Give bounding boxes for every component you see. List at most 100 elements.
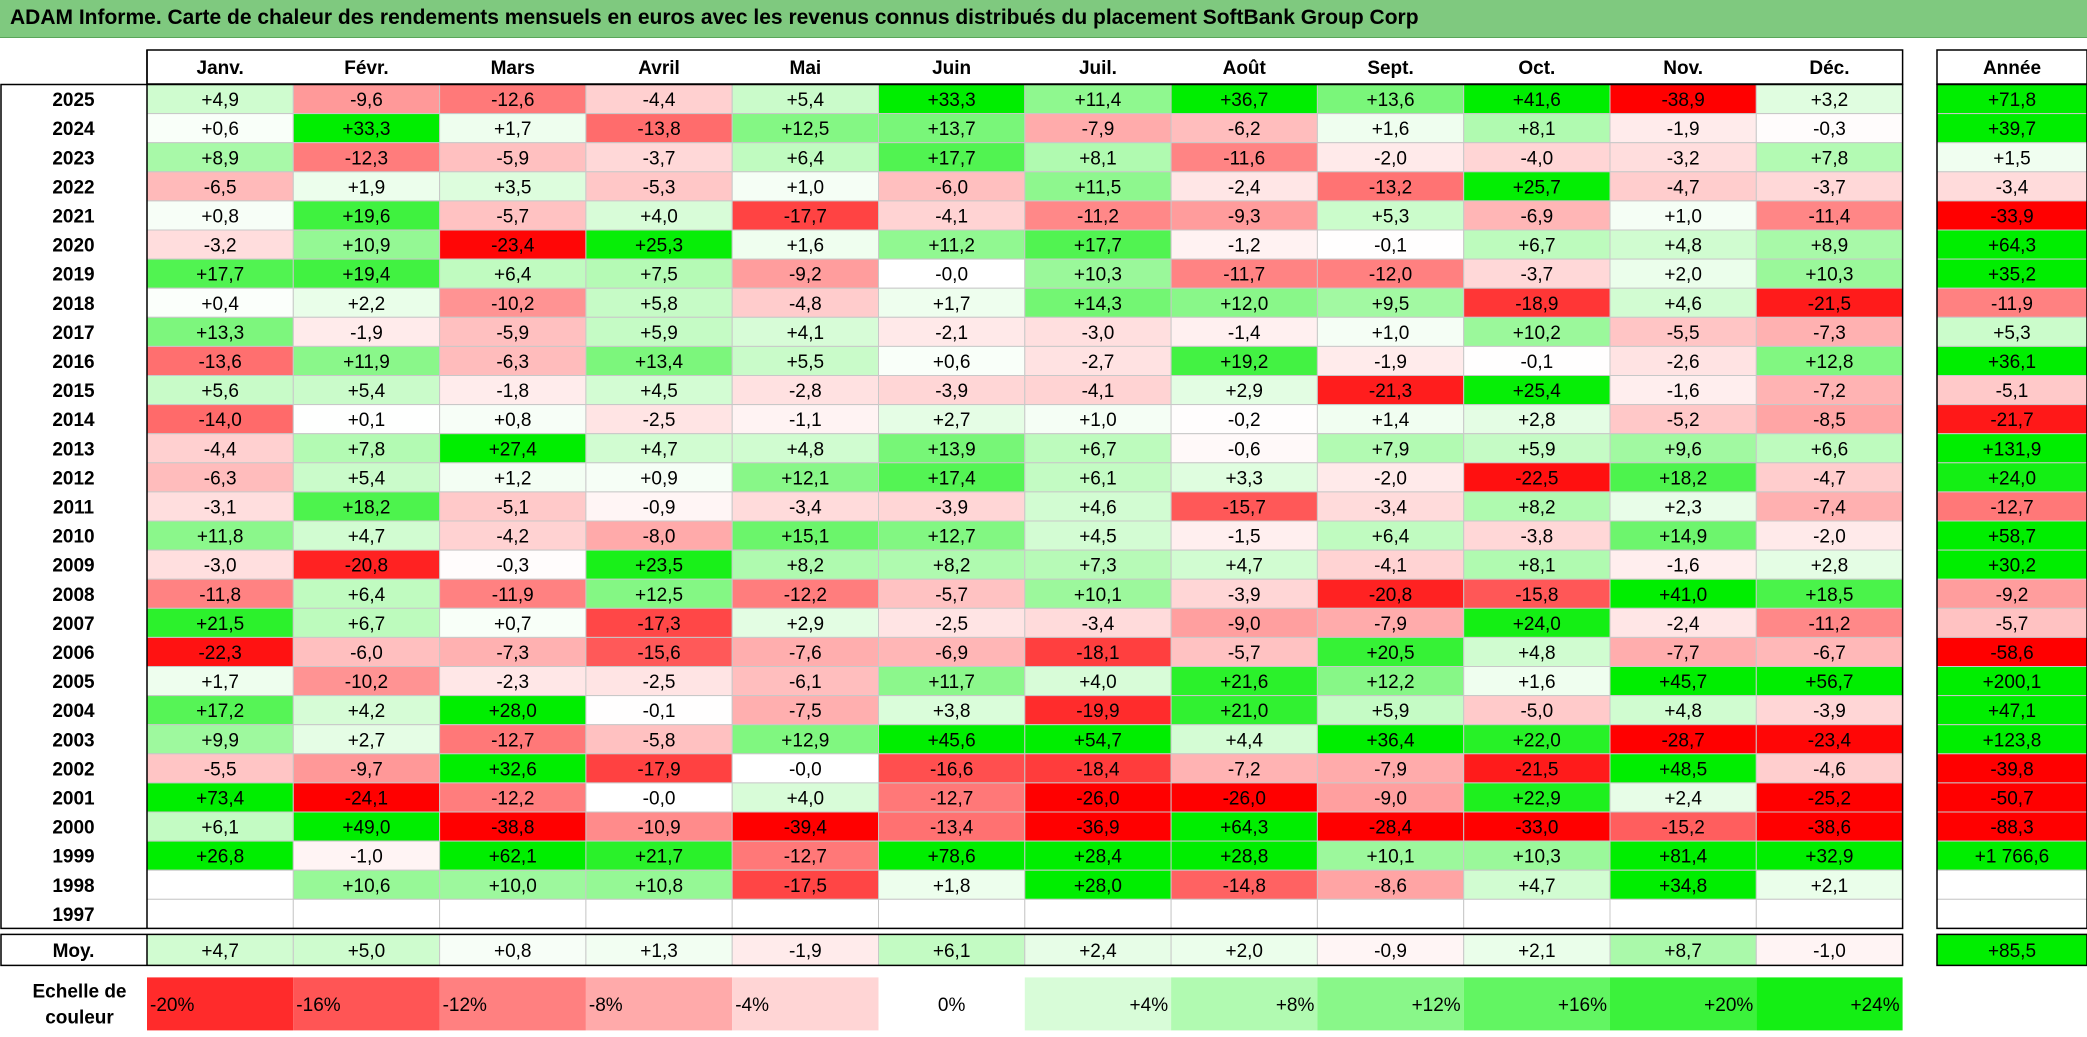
year-label: 2001: [52, 788, 95, 809]
cell-value: -18,9: [1515, 294, 1558, 315]
heatmap-cell: [585, 404, 733, 435]
heatmap-cell: [1316, 898, 1465, 929]
scale-swatch: [293, 977, 440, 1031]
heatmap-cell: [585, 724, 733, 755]
cell-value: +49,0: [342, 818, 390, 839]
cell-value: -13,6: [198, 352, 241, 373]
cell-value: +4,6: [1079, 497, 1117, 518]
cell-value: -14,0: [198, 410, 241, 431]
cell-value: -3,4: [1374, 497, 1407, 518]
heatmap-cell: [1316, 200, 1465, 231]
heatmap-cell: [1755, 345, 1904, 376]
cell-value: +12,5: [635, 585, 683, 606]
cell-value: -11,7: [1223, 265, 1265, 286]
cell-value: +11,5: [1075, 177, 1122, 198]
month-header: Janv.: [197, 58, 244, 79]
heatmap-cell: [1170, 491, 1318, 522]
heatmap-cell: [439, 666, 587, 697]
heatmap-cell: [585, 666, 733, 697]
heatmap-cell: [1170, 113, 1318, 144]
heatmap-cell: [1170, 898, 1318, 929]
cell-value: +10,0: [489, 876, 537, 897]
cell-value: -4,4: [643, 90, 676, 111]
cell-value: -22,3: [198, 643, 241, 664]
heatmap-cell: [731, 695, 880, 726]
heatmap-cell: [146, 636, 294, 668]
cell-value: +48,5: [1659, 759, 1707, 780]
cell-value: +5,3: [1372, 206, 1410, 227]
cell-value: -7,9: [1374, 759, 1407, 780]
cell-value: +10,8: [635, 876, 683, 897]
cell-value: -3,9: [935, 381, 968, 402]
heatmap-cell: [878, 258, 1026, 289]
annual-cell: [1936, 695, 2087, 726]
annual-cell: [1936, 404, 2087, 435]
cell-value: -2,0: [1374, 468, 1407, 489]
cell-value: -10,2: [345, 672, 388, 693]
heatmap-cell: [585, 258, 733, 289]
scale-label-value: -20%: [150, 995, 194, 1016]
cell-value: -23,4: [491, 236, 535, 257]
annual-value: -3,4: [1996, 177, 2029, 198]
cell-value: -3,4: [1082, 614, 1115, 635]
cell-value: +17,2: [196, 701, 244, 722]
cell-value: +5,5: [787, 352, 825, 373]
scale-label-value: +4%: [1130, 995, 1169, 1016]
cell-value: +45,6: [928, 730, 976, 751]
cell-value: -15,6: [637, 643, 680, 664]
cell-value: -36,9: [1076, 818, 1119, 839]
cell-value: -17,3: [637, 614, 680, 635]
cell-value: +12,0: [1220, 294, 1268, 315]
heatmap-cell: [878, 171, 1026, 202]
heatmap-cell: [1755, 171, 1904, 202]
cell-value: -5,1: [496, 497, 529, 518]
heatmap-cell: [1755, 375, 1904, 406]
cell-value: -6,0: [350, 643, 383, 664]
heatmap-cell: [1609, 491, 1757, 522]
heatmap-cell: [878, 375, 1026, 406]
cell-value: +1,6: [1518, 672, 1556, 693]
annual-cell: [1936, 113, 2087, 144]
month-header: Juil.: [1079, 58, 1117, 79]
cell-value: +11,4: [1075, 90, 1122, 111]
cell-value: -2,7: [1082, 352, 1115, 373]
heatmap-cell: [1755, 404, 1904, 435]
cell-value: -12,6: [491, 90, 534, 111]
cell-value: +41,0: [1659, 585, 1707, 606]
heatmap-cell: [1024, 171, 1172, 202]
heatmap-cell: [585, 869, 733, 900]
cell-value: +6,7: [348, 614, 386, 635]
cell-value: +78,6: [928, 847, 976, 868]
average-value: +8,7: [1664, 941, 1702, 962]
heatmap-cell: [1609, 433, 1757, 464]
cell-value: -5,2: [1667, 410, 1700, 431]
cell-value: -12,2: [784, 585, 827, 606]
scale-label-value: 0%: [938, 995, 966, 1016]
cell-value: +21,7: [635, 847, 683, 868]
heatmap-cell: [585, 636, 733, 668]
cell-value: +11,9: [343, 352, 390, 373]
cell-value: +64,3: [1220, 818, 1268, 839]
cell-value: +18,5: [1805, 585, 1853, 606]
heatmap-cell: [439, 695, 587, 726]
cell-value: -18,1: [1076, 643, 1119, 664]
month-header: Oct.: [1518, 58, 1555, 79]
heatmap-cell: [1170, 782, 1318, 813]
average-cell: [1316, 933, 1465, 966]
cell-value: -15,2: [1661, 818, 1704, 839]
cell-value: -22,5: [1515, 468, 1558, 489]
heatmap-cell: [1316, 695, 1465, 726]
average-cell: [731, 933, 880, 966]
cell-value: +14,9: [1659, 527, 1707, 548]
heatmap-cell: [1170, 549, 1318, 580]
cell-value: -11,2: [1077, 206, 1119, 227]
heatmap-cell: [1609, 898, 1757, 929]
cell-value: -11,6: [1223, 148, 1265, 169]
annual-value: +1,5: [1993, 148, 2031, 169]
cell-value: -11,2: [1808, 614, 1850, 635]
average-value: -1,0: [1813, 941, 1846, 962]
cell-value: -25,2: [1808, 788, 1851, 809]
cell-value: -10,2: [491, 294, 534, 315]
year-label: 2000: [52, 818, 94, 839]
cell-value: +12,2: [1367, 672, 1415, 693]
